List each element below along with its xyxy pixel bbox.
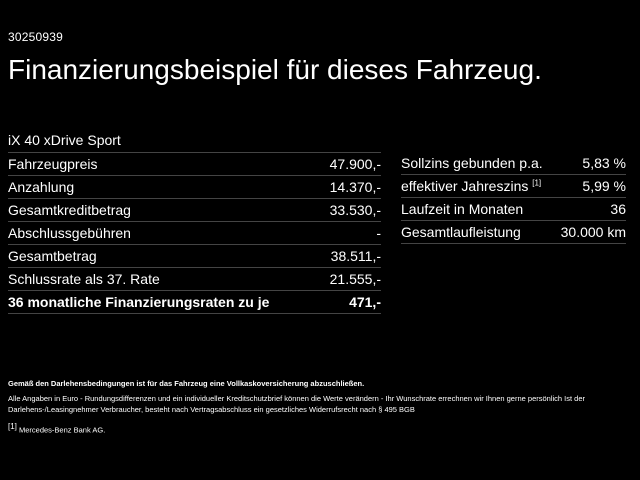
table-row: Schlussrate als 37. Rate 21.555,- [8,267,381,291]
monthly-rate-row: 36 monatliche Finanzierungsraten zu je 4… [8,290,381,314]
interest-table: Sollzins gebunden p.a. 5,83 % effektiver… [401,152,626,244]
row-value: 14.370,- [319,175,381,199]
row-label: Sollzins gebunden p.a. [401,152,555,175]
table-row: Sollzins gebunden p.a. 5,83 % [401,152,626,175]
table-row: Gesamtbetrag 38.511,- [8,244,381,268]
row-label: Fahrzeugpreis [8,152,320,176]
table-row: Fahrzeugpreis 47.900,- [8,152,381,176]
table-row: Gesamtkreditbetrag 33.530,- [8,198,381,222]
footnote-marker: [1] [8,422,17,431]
row-label: Anzahlung [8,175,320,199]
footnote-text: Mercedes-Benz Bank AG. [19,425,106,435]
footnote: [1] Mercedes-Benz Bank AG. [8,421,628,436]
table-row: Laufzeit in Monaten 36 [401,197,626,221]
row-label: Gesamtbetrag [8,244,320,268]
row-value: 471,- [319,290,381,314]
table-row: Abschlussgebühren - [8,221,381,245]
row-label: Gesamtlaufleistung [401,220,555,244]
row-label: Laufzeit in Monaten [401,197,555,221]
disclaimer-text: Alle Angaben in Euro - Rundungsdifferenz… [8,394,586,414]
row-value: 47.900,- [319,152,381,176]
row-value: 5,99 % [554,174,626,198]
vehicle-model: iX 40 xDrive Sport [8,132,121,148]
row-value: 33.530,- [319,198,381,222]
row-label: Abschlussgebühren [8,221,320,245]
row-value: 30.000 km [554,220,626,244]
row-value: 5,83 % [554,152,626,175]
legal-notes: Gemäß den Darlehensbedingungen ist für d… [8,378,628,436]
row-label: Gesamtkreditbetrag [8,198,320,222]
row-label: 36 monatliche Finanzierungsraten zu je [8,290,320,314]
footnote-marker: [1] [532,178,542,188]
row-label: effektiver Jahreszins [401,178,529,194]
table-row: Gesamtlaufleistung 30.000 km [401,220,626,244]
row-label: Schlussrate als 37. Rate [8,267,320,291]
row-value: 21.555,- [319,267,381,291]
offer-id: 30250939 [8,30,63,44]
row-value: 38.511,- [319,244,381,268]
row-value: 36 [554,197,626,221]
table-row: effektiver Jahreszins [1] 5,99 % [401,174,626,198]
table-row: Anzahlung 14.370,- [8,175,381,199]
page-title: Finanzierungsbeispiel für dieses Fahrzeu… [8,54,542,85]
insurance-note: Gemäß den Darlehensbedingungen ist für d… [8,379,365,388]
financing-table: Fahrzeugpreis 47.900,- Anzahlung 14.370,… [8,152,381,314]
row-label-cell: effektiver Jahreszins [1] [401,174,555,198]
row-value: - [319,221,381,245]
